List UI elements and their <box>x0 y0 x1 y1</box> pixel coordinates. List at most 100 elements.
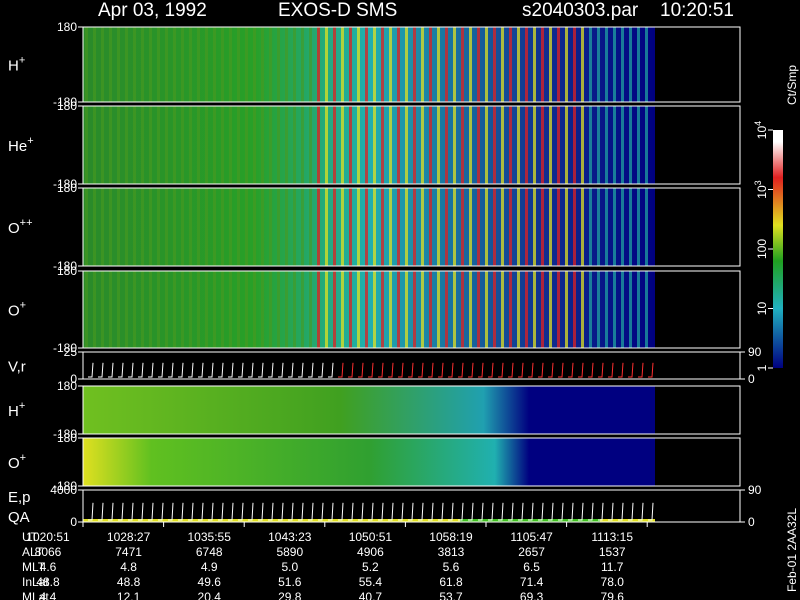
stripe <box>493 188 496 266</box>
trace <box>208 362 214 378</box>
stripe <box>221 106 224 184</box>
stripe <box>253 271 256 348</box>
stripe <box>525 188 528 266</box>
stripe <box>125 27 128 102</box>
trace <box>148 502 154 521</box>
table-cell: 53.7 <box>439 590 463 600</box>
trace <box>118 362 124 378</box>
trace <box>208 502 214 521</box>
stripe <box>357 188 360 266</box>
stripe <box>533 271 536 348</box>
trace <box>508 362 514 378</box>
stripe <box>149 106 152 184</box>
stripe <box>149 27 152 102</box>
table-cell: 3813 <box>438 545 465 559</box>
trace <box>568 362 574 378</box>
stripe <box>581 106 584 184</box>
trace <box>228 362 234 378</box>
stripe <box>333 106 336 184</box>
stripe <box>637 106 640 184</box>
stripe <box>597 27 600 102</box>
stripe <box>429 27 432 102</box>
stripe <box>573 271 576 348</box>
trace <box>148 362 154 378</box>
stripe <box>101 271 104 348</box>
panel-frame <box>82 187 741 267</box>
table-cell: 1058:19 <box>429 530 473 544</box>
stripe <box>605 188 608 266</box>
trace <box>418 502 424 521</box>
trace <box>448 362 454 378</box>
panel-label: QA <box>8 509 30 526</box>
trace <box>558 362 564 378</box>
trace <box>318 502 324 521</box>
trace <box>598 502 604 521</box>
stripe <box>325 188 328 266</box>
row-label: ALT <box>22 545 44 559</box>
table-cell: 71.4 <box>520 575 544 589</box>
colorbar-tick-label: 10 <box>755 302 769 316</box>
trace <box>538 362 544 378</box>
stripe <box>493 106 496 184</box>
trace <box>88 502 94 521</box>
stripe <box>373 188 376 266</box>
stripe <box>541 271 544 348</box>
table-cell: 1113:15 <box>591 530 633 544</box>
trace <box>468 362 474 378</box>
panel-frame <box>82 270 741 349</box>
stripe <box>597 106 600 184</box>
stripe <box>517 271 520 348</box>
stripe <box>173 27 176 102</box>
trace <box>268 502 274 521</box>
stripe <box>509 188 512 266</box>
trace <box>408 502 414 521</box>
stripe <box>197 188 200 266</box>
stripe <box>141 27 144 102</box>
stripe <box>285 188 288 266</box>
table-cell: 29.8 <box>278 590 302 600</box>
table-cell: 11.7 <box>601 560 624 574</box>
trace <box>398 502 404 521</box>
trace <box>288 362 294 378</box>
stripe <box>141 271 144 348</box>
stripe <box>285 27 288 102</box>
y-tick-label: -180 <box>53 341 77 355</box>
trace <box>358 362 364 378</box>
stripe <box>477 271 480 348</box>
trace <box>398 362 404 378</box>
panel-label: H+ <box>8 400 25 420</box>
table-cell: 55.4 <box>359 575 383 589</box>
stripe <box>317 271 320 348</box>
stripe <box>157 106 160 184</box>
trace <box>138 362 144 378</box>
spectrogram <box>83 438 655 486</box>
trace <box>308 362 314 378</box>
stripe <box>285 106 288 184</box>
spectrogram <box>83 271 655 348</box>
trace <box>518 362 524 378</box>
trace <box>108 502 114 521</box>
table-cell: 20.4 <box>198 590 222 600</box>
stripe <box>309 27 312 102</box>
trace <box>518 502 524 521</box>
trace <box>298 362 304 378</box>
trace <box>488 502 494 521</box>
stripe <box>637 188 640 266</box>
y-tick-label: 180 <box>57 20 77 34</box>
stripe <box>221 188 224 266</box>
stripe <box>101 27 104 102</box>
stripe <box>549 106 552 184</box>
stripe <box>301 27 304 102</box>
stripe <box>565 27 568 102</box>
stripe <box>261 188 264 266</box>
stripe <box>597 188 600 266</box>
stripe <box>341 271 344 348</box>
file-name: s2040303.par <box>522 0 639 21</box>
stripe <box>125 188 128 266</box>
stripe <box>245 188 248 266</box>
trace <box>618 362 624 378</box>
trace <box>428 362 434 378</box>
panel-frame <box>82 351 741 380</box>
stripe <box>85 27 88 102</box>
stripe <box>517 188 520 266</box>
